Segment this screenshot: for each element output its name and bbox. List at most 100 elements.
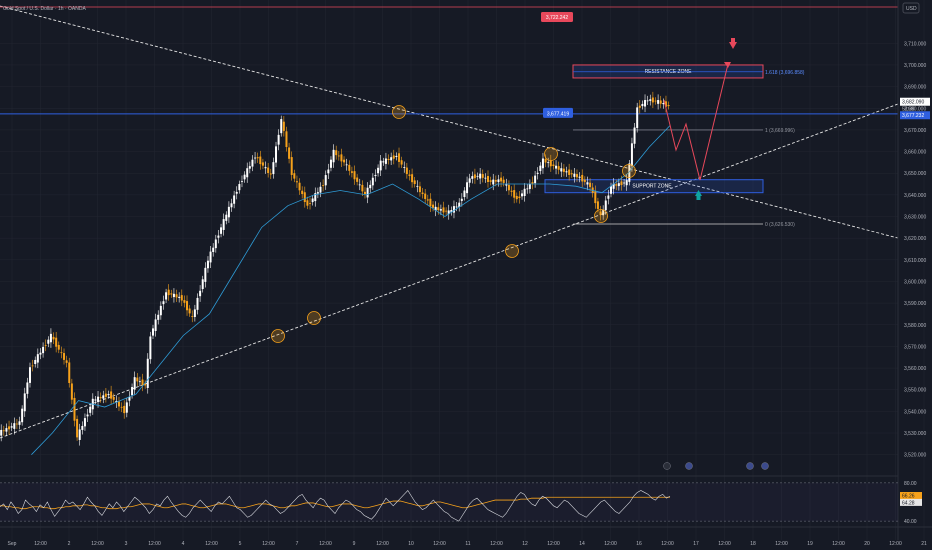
candle-body (615, 184, 618, 186)
candle-body (44, 345, 47, 346)
candle-body (288, 147, 291, 159)
candle-body (445, 210, 448, 212)
level-price-tag[interactable] (543, 107, 573, 118)
candle-body (400, 160, 403, 165)
candle-body (167, 289, 170, 296)
candle-body (630, 143, 633, 167)
fib-label: 1 (3,669.996) (765, 128, 795, 134)
candle-body (76, 418, 79, 438)
y-tick-label: 3,550.000 (904, 388, 926, 394)
candle-body (251, 159, 254, 167)
candle-body (547, 162, 550, 164)
candle-body (617, 183, 620, 187)
downtrend-line[interactable] (0, 5, 899, 239)
candle-body (282, 121, 285, 131)
candle-body (94, 399, 97, 401)
candle-body (657, 100, 660, 104)
candle-body (382, 161, 385, 163)
alert-price-tag[interactable] (541, 12, 573, 22)
candle-body (138, 381, 141, 383)
candle-body (369, 184, 372, 189)
candle-body (295, 181, 298, 183)
candle-body (664, 101, 667, 107)
candle-body (596, 201, 599, 209)
projection-path[interactable] (663, 38, 737, 200)
candle-body (172, 293, 175, 298)
x-tick-label: 17 (693, 541, 699, 547)
candle-body (466, 182, 469, 194)
rsi-value: 64.28 (902, 500, 915, 506)
candle-body (620, 181, 623, 186)
swing-circle-marker (271, 329, 285, 343)
x-tick-label: 12:00 (262, 541, 275, 547)
candle-body (471, 176, 474, 179)
candle-body (649, 99, 652, 101)
candle-body (392, 155, 395, 159)
candle-body (206, 260, 209, 269)
swing-circle-marker (544, 147, 558, 161)
candle-body (343, 159, 346, 163)
candle-body (489, 180, 492, 182)
x-tick-label: 12:00 (889, 541, 902, 547)
candle-body (521, 193, 524, 197)
candle-body (309, 203, 312, 204)
candle-body (264, 167, 267, 169)
candle-body (437, 207, 440, 211)
candle-body (269, 173, 272, 175)
time-axis[interactable]: Sep 12:00 2 12:00 3 12:00 4 12:00 5 12:00 7 12:00 9 1… (8, 541, 927, 547)
candle-body (361, 184, 364, 192)
candle-body (47, 339, 50, 344)
candle-body (227, 206, 230, 218)
price-axis[interactable]: 3,520.000 3,530.000 3,540.000 3,550.000 3,56… (541, 0, 930, 540)
y-tick-label: 3,570.000 (904, 344, 926, 350)
candle-body (39, 352, 42, 355)
candle-body (246, 168, 249, 178)
candle-body (418, 186, 421, 193)
candle-body (353, 171, 356, 180)
x-tick-label: 21 (921, 541, 927, 547)
candle-body (15, 423, 18, 425)
candle-body (301, 190, 304, 194)
candle-body (644, 100, 647, 107)
candle-body (0, 429, 3, 436)
swing-circle-marker (622, 164, 636, 178)
candle-body (555, 165, 558, 169)
candle-body (505, 184, 508, 186)
candle-body (191, 316, 194, 317)
x-tick-label: 12:00 (376, 541, 389, 547)
support-zone[interactable] (544, 179, 764, 194)
candle-body (557, 166, 560, 170)
y-tick-label: 3,530.000 (904, 431, 926, 437)
rsi-line (0, 490, 671, 522)
candle-body (395, 155, 398, 157)
rsi-ma-value: 66.26 (902, 494, 915, 500)
fibonacci-levels[interactable]: 1.618 (3,696.858) 1 (3,669.996) 0 (3,626.5… (573, 70, 805, 228)
candle-body (411, 174, 414, 183)
candle-body (183, 300, 186, 303)
currency-button[interactable] (902, 2, 920, 14)
candle-body (193, 309, 196, 317)
ema-price-label: 3,677.232 (902, 113, 924, 119)
y-tick-label: 3,630.000 (904, 215, 926, 221)
last-price-tag[interactable] (900, 97, 930, 106)
fib-label: 1.618 (3,696.858) (765, 70, 805, 76)
candle-body (13, 423, 16, 429)
ema-price-tag[interactable] (900, 111, 930, 120)
candle-body (214, 239, 217, 249)
projection-polyline[interactable] (663, 63, 729, 181)
candle-body (659, 100, 662, 104)
candle-body (272, 162, 275, 175)
candle-body (28, 367, 31, 383)
candle-body (319, 186, 322, 193)
candle-body (432, 204, 435, 208)
candle-body (26, 382, 29, 394)
x-tick-label: 12:00 (547, 541, 560, 547)
x-tick-label: 12:00 (205, 541, 218, 547)
trendlines[interactable] (0, 5, 899, 439)
candle-body (275, 146, 278, 163)
candle-body (562, 168, 565, 172)
candle-body (175, 294, 178, 298)
candle-body (429, 198, 432, 207)
